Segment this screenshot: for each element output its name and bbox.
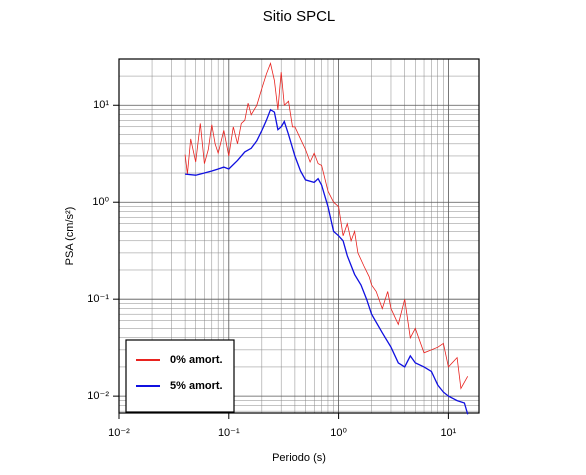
- x-axis-label: Periodo (s): [272, 452, 326, 464]
- y-tick-label: 10¹: [93, 99, 109, 111]
- y-axis-label: PSA (cm/s²): [64, 207, 76, 266]
- x-tick-label: 10⁰: [330, 427, 347, 439]
- x-tick-label: 10⁻²: [108, 427, 130, 439]
- y-tick-label: 10⁻¹: [87, 293, 109, 305]
- legend-label: 5% amort.: [170, 380, 223, 392]
- series-line: [184, 62, 469, 390]
- y-tick-label: 10⁰: [92, 196, 109, 208]
- legend-box: [125, 339, 235, 413]
- legend-label: 0% amort.: [170, 354, 223, 366]
- plot-frame: [118, 58, 480, 414]
- y-tick-label: 10⁻²: [87, 390, 109, 402]
- chart-title: Sitio SPCL: [263, 8, 336, 25]
- x-tick-label: 10¹: [440, 427, 456, 439]
- series-line: [185, 108, 469, 415]
- x-tick-label: 10⁻¹: [218, 427, 240, 439]
